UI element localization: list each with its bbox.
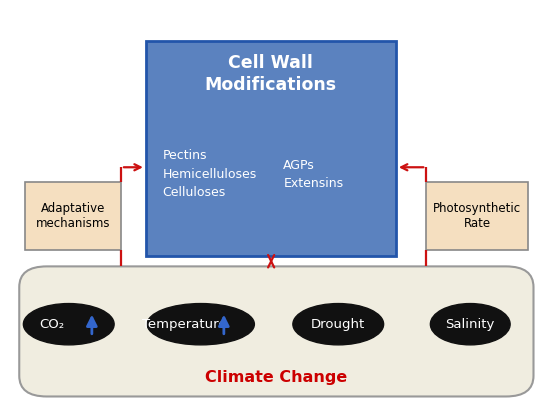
Text: CO₂: CO₂ <box>40 318 65 331</box>
Ellipse shape <box>293 304 384 345</box>
Text: Adaptative
mechanisms: Adaptative mechanisms <box>36 202 110 230</box>
Ellipse shape <box>430 304 510 345</box>
Text: Pectins
Hemicelluloses
Celluloses: Pectins Hemicelluloses Celluloses <box>162 150 256 199</box>
FancyBboxPatch shape <box>25 182 121 250</box>
Text: Climate Change: Climate Change <box>205 370 348 385</box>
FancyBboxPatch shape <box>146 41 396 256</box>
Text: Drought: Drought <box>311 318 365 331</box>
FancyBboxPatch shape <box>19 266 534 396</box>
Ellipse shape <box>23 304 114 345</box>
Ellipse shape <box>147 304 254 345</box>
Text: Photosynthetic
Rate: Photosynthetic Rate <box>433 202 521 230</box>
FancyBboxPatch shape <box>426 182 528 250</box>
Text: Cell Wall
Modifications: Cell Wall Modifications <box>205 54 337 94</box>
Text: Temperature: Temperature <box>142 318 227 331</box>
Text: AGPs
Extensins: AGPs Extensins <box>283 159 344 190</box>
Text: Salinity: Salinity <box>446 318 495 331</box>
